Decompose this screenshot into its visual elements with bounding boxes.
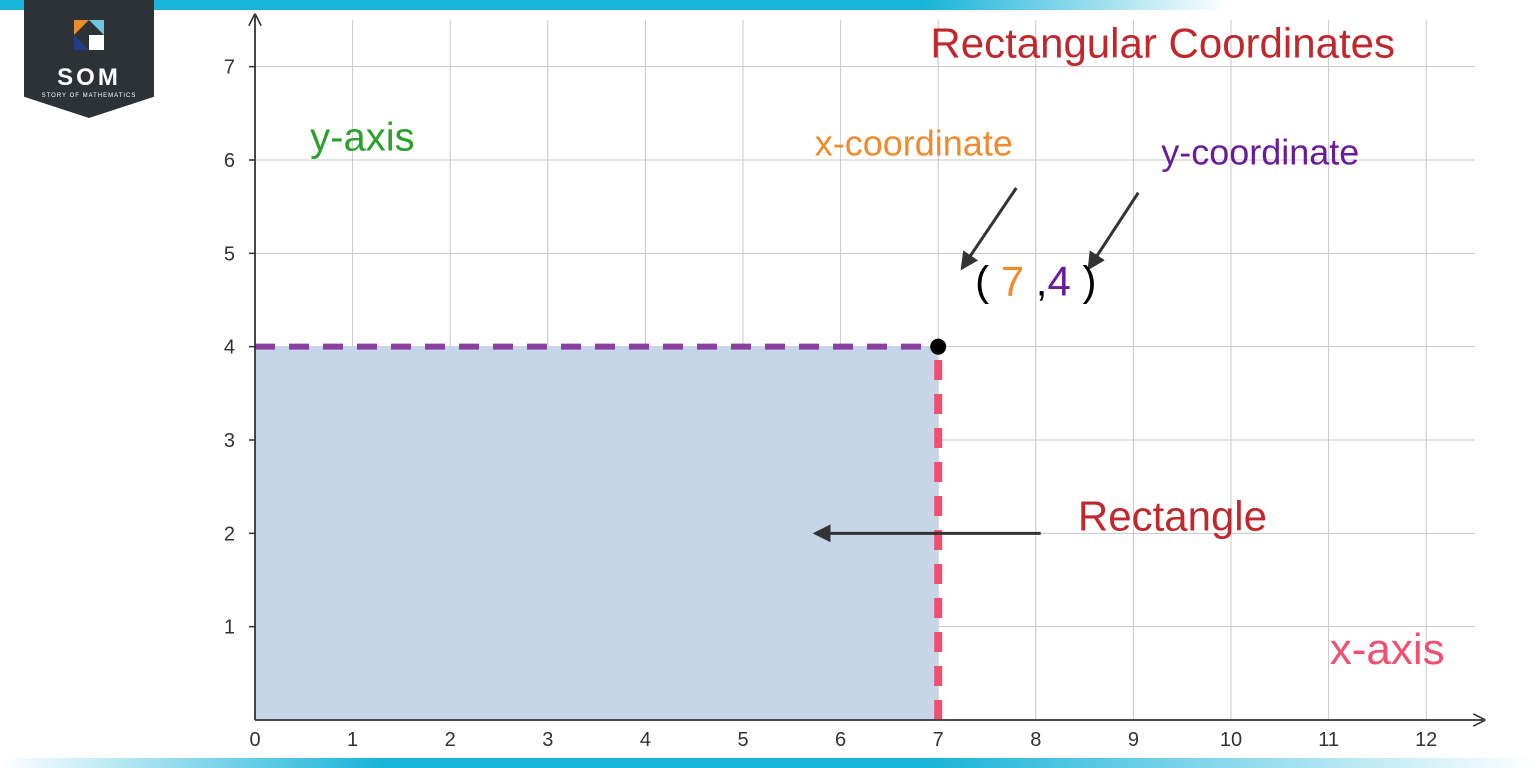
y-tick-label: 7 xyxy=(224,57,235,79)
x-tick-label: 10 xyxy=(1220,729,1242,751)
coordinate-point-label: ( 7 ,4 ) xyxy=(975,257,1096,304)
x-tick-label: 7 xyxy=(933,729,944,751)
top-accent-bar xyxy=(0,0,1536,10)
annotation-arrow xyxy=(963,188,1017,267)
bottom-accent-bar xyxy=(0,758,1536,768)
y-tick-label: 5 xyxy=(224,243,235,265)
y-tick-label: 1 xyxy=(224,617,235,639)
title-label: Rectangular Coordinates xyxy=(930,19,1395,66)
y-tick-label: 2 xyxy=(224,523,235,545)
x-tick-label: 12 xyxy=(1415,729,1437,751)
x-tick-label: 8 xyxy=(1030,729,1041,751)
x-tick-label: 9 xyxy=(1128,729,1139,751)
x-axis-label: x-axis xyxy=(1330,625,1445,674)
som-subtext: STORY OF MATHEMATICS xyxy=(42,93,137,99)
y-coordinate-label: y-coordinate xyxy=(1161,132,1359,173)
coordinate-chart: 01234567891011121234567Rectangular Coord… xyxy=(185,10,1490,755)
som-badge: SOM STORY OF MATHEMATICS xyxy=(24,0,154,118)
x-tick-label: 5 xyxy=(737,729,748,751)
som-text: SOM xyxy=(57,64,121,92)
y-axis-label: y-axis xyxy=(310,116,414,160)
x-coordinate-label: x-coordinate xyxy=(815,122,1013,163)
x-tick-label: 11 xyxy=(1318,729,1339,751)
x-tick-label: 0 xyxy=(249,729,260,751)
plotted-point xyxy=(930,339,946,355)
x-tick-label: 1 xyxy=(347,729,358,751)
y-tick-label: 4 xyxy=(224,337,235,359)
som-logo-svg xyxy=(66,12,112,58)
x-tick-label: 6 xyxy=(835,729,846,751)
x-tick-label: 3 xyxy=(542,729,553,751)
y-tick-label: 3 xyxy=(224,430,235,452)
x-tick-label: 2 xyxy=(445,729,456,751)
y-tick-label: 6 xyxy=(224,150,235,172)
som-logo-icon xyxy=(66,12,112,58)
annotation-arrow xyxy=(1089,193,1138,268)
x-tick-label: 4 xyxy=(640,729,651,751)
rectangle-label: Rectangle xyxy=(1078,493,1267,540)
